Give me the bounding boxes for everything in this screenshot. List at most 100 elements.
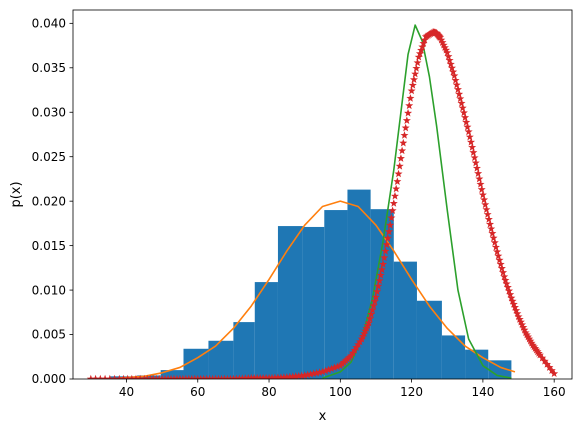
scatter-point [476, 180, 485, 188]
scatter-point [456, 94, 465, 103]
histogram-bar [277, 226, 303, 379]
scatter-point [543, 360, 552, 368]
y-axis-label: p(x) [9, 181, 24, 207]
scatter-point [461, 113, 470, 121]
scatter-point [373, 287, 382, 296]
scatter-point [303, 370, 312, 379]
scatter-point [448, 63, 456, 72]
scatter-point [381, 247, 390, 255]
scatter-point [393, 177, 402, 186]
x-axis: 40 60 80 100 120 140 160 [119, 379, 566, 399]
scatter-point [452, 80, 461, 89]
scatter-point [505, 286, 514, 295]
scatter-point [443, 48, 452, 57]
scatter-point [379, 260, 388, 268]
scatter-point [388, 206, 397, 215]
scatter-point [481, 200, 490, 209]
scatter-point [512, 306, 521, 314]
scatter-point [399, 138, 408, 147]
histogram-bar [208, 340, 234, 379]
scatter-point [437, 35, 446, 44]
histogram-bar [488, 360, 512, 379]
y-tick-label: 0.010 [32, 283, 66, 297]
series-0 [118, 200, 516, 379]
scatter-point [392, 184, 401, 193]
scatter-point [309, 369, 318, 378]
scatter-point [509, 300, 518, 308]
scatter-point [521, 328, 530, 337]
scatter-point [513, 309, 522, 318]
scatter-point [487, 224, 496, 233]
scatter-point [404, 108, 413, 117]
scatter-point [459, 108, 468, 117]
x-tick-label: 160 [543, 385, 566, 399]
x-tick-label: 120 [400, 385, 423, 399]
scatter-point [467, 137, 476, 146]
scatter-point [518, 320, 527, 329]
scatter-point [501, 276, 510, 284]
scatter-point [380, 253, 389, 262]
scatter-point [400, 131, 409, 139]
scatter-point [535, 350, 544, 359]
x-tick-label: 40 [119, 385, 134, 399]
scatter-point [458, 103, 467, 112]
scatter-point [464, 127, 473, 136]
scatter-point [482, 205, 491, 214]
scatter-point [420, 35, 429, 44]
scatter-point [312, 368, 321, 377]
scatter-point [300, 371, 309, 379]
scatter-point [374, 282, 383, 290]
scatter-point [291, 372, 300, 379]
scatter-point [418, 42, 427, 51]
scatter-point [367, 310, 376, 318]
y-tick-label: 0.015 [32, 239, 66, 253]
scatter-point [297, 371, 306, 379]
histogram-bar [416, 300, 442, 379]
scatter-point [438, 38, 447, 46]
scatter-point [398, 146, 407, 155]
scatter-point [516, 317, 525, 326]
scatter-point [547, 366, 556, 374]
scatter-point [497, 264, 506, 272]
scatter-point [386, 220, 395, 229]
scatter-point [489, 233, 498, 242]
scatter-point [494, 251, 503, 260]
scatter-point [387, 213, 396, 222]
scatter-point [446, 60, 455, 68]
y-tick-label: 0.025 [32, 150, 66, 164]
scatter-point [402, 116, 411, 124]
histogram-bar [370, 209, 394, 379]
histogram-bar [324, 210, 348, 379]
scatter-point [439, 40, 448, 49]
scatter-point [527, 338, 536, 347]
histogram [89, 189, 512, 379]
histogram-bar [160, 370, 184, 379]
scatter-point [503, 283, 512, 291]
scatter-point [534, 349, 543, 357]
scatter-point [540, 357, 549, 365]
scatter-point [508, 297, 517, 305]
histogram-bar [254, 282, 278, 379]
scatter-point [321, 366, 330, 375]
scatter-point [531, 344, 540, 352]
scatter-point [377, 265, 386, 274]
histogram-bar [137, 375, 161, 379]
scatter-point [414, 52, 423, 61]
scatter-point [412, 64, 421, 72]
x-tick-label: 100 [329, 385, 352, 399]
scatter-point [451, 76, 460, 84]
scatter-point [525, 334, 534, 343]
scatter-point [507, 293, 516, 302]
scatter-point [486, 220, 495, 228]
scatter-point [394, 169, 403, 178]
series-2 [86, 28, 559, 379]
scatter-point [375, 276, 384, 285]
scatter-point [407, 86, 416, 95]
scatter-point [411, 69, 420, 78]
axes-frame [72, 9, 573, 380]
scatter-point [522, 330, 531, 339]
y-tick-label: 0.030 [32, 105, 66, 119]
scatter-point [514, 312, 523, 321]
y-tick-label: 0.020 [32, 194, 66, 208]
y-tick-label: 0.000 [32, 372, 66, 386]
